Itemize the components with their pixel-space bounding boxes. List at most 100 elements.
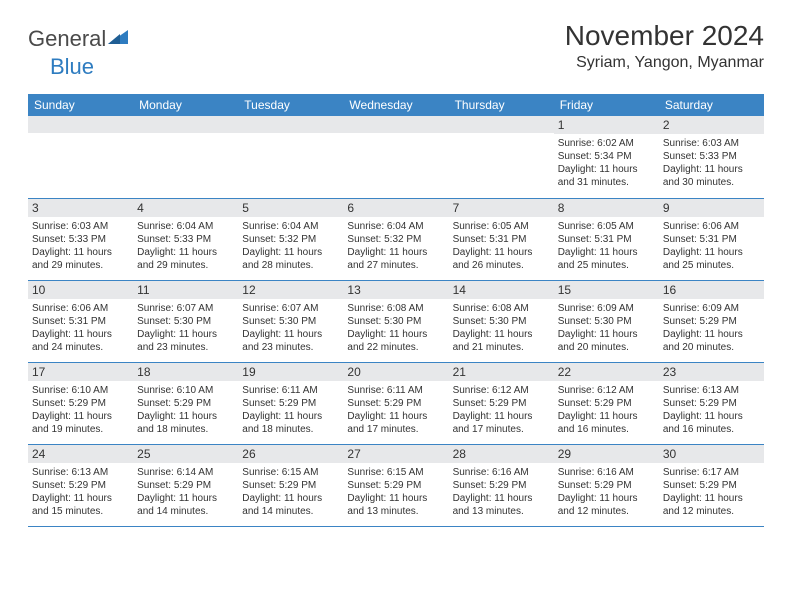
day-number: 18: [133, 363, 238, 381]
sunset-text: Sunset: 5:32 PM: [347, 233, 444, 246]
day-number: 6: [343, 199, 448, 217]
daylight-text: Daylight: 11 hours and 25 minutes.: [558, 246, 655, 272]
day-details: Sunrise: 6:08 AMSunset: 5:30 PMDaylight:…: [449, 299, 554, 357]
calendar-cell: 13Sunrise: 6:08 AMSunset: 5:30 PMDayligh…: [343, 280, 448, 362]
sunrise-text: Sunrise: 6:11 AM: [242, 384, 339, 397]
weekday-header: Monday: [133, 94, 238, 116]
day-details: Sunrise: 6:04 AMSunset: 5:33 PMDaylight:…: [133, 217, 238, 275]
day-number-empty: [238, 116, 343, 133]
sunrise-text: Sunrise: 6:14 AM: [137, 466, 234, 479]
sunset-text: Sunset: 5:29 PM: [347, 479, 444, 492]
sunset-text: Sunset: 5:29 PM: [242, 397, 339, 410]
calendar-cell: 18Sunrise: 6:10 AMSunset: 5:29 PMDayligh…: [133, 362, 238, 444]
day-number: 25: [133, 445, 238, 463]
sunset-text: Sunset: 5:30 PM: [347, 315, 444, 328]
day-number-empty: [133, 116, 238, 133]
daylight-text: Daylight: 11 hours and 16 minutes.: [558, 410, 655, 436]
sunset-text: Sunset: 5:30 PM: [137, 315, 234, 328]
sunset-text: Sunset: 5:31 PM: [558, 233, 655, 246]
title-block: November 2024 Syriam, Yangon, Myanmar: [565, 20, 764, 72]
day-details: Sunrise: 6:06 AMSunset: 5:31 PMDaylight:…: [28, 299, 133, 357]
daylight-text: Daylight: 11 hours and 20 minutes.: [558, 328, 655, 354]
sunset-text: Sunset: 5:32 PM: [242, 233, 339, 246]
day-number: 7: [449, 199, 554, 217]
logo: General: [28, 20, 130, 52]
weekday-header: Tuesday: [238, 94, 343, 116]
sunset-text: Sunset: 5:29 PM: [453, 479, 550, 492]
sunset-text: Sunset: 5:33 PM: [137, 233, 234, 246]
day-number: 10: [28, 281, 133, 299]
daylight-text: Daylight: 11 hours and 23 minutes.: [137, 328, 234, 354]
calendar-cell: 21 Sunrise: 6:12 AMSunset: 5:29 PMDayligh…: [449, 362, 554, 444]
calendar-cell: 22Sunrise: 6:12 AMSunset: 5:29 PMDayligh…: [554, 362, 659, 444]
calendar-cell: 29Sunrise: 6:16 AMSunset: 5:29 PMDayligh…: [554, 444, 659, 526]
weekday-header: Wednesday: [343, 94, 448, 116]
daylight-text: Daylight: 11 hours and 22 minutes.: [347, 328, 444, 354]
calendar-body: 1Sunrise: 6:02 AMSunset: 5:34 PMDaylight…: [28, 116, 764, 526]
sunset-text: Sunset: 5:29 PM: [453, 397, 550, 410]
daylight-text: Daylight: 11 hours and 31 minutes.: [558, 163, 655, 189]
sunrise-text: Sunrise: 6:13 AM: [32, 466, 129, 479]
sunrise-text: Sunrise: 6:12 AM: [558, 384, 655, 397]
daylight-text: Daylight: 11 hours and 25 minutes.: [663, 246, 760, 272]
day-number: 27: [343, 445, 448, 463]
day-details: Sunrise: 6:09 AMSunset: 5:30 PMDaylight:…: [554, 299, 659, 357]
day-number: 30: [659, 445, 764, 463]
day-number: 11: [133, 281, 238, 299]
day-number-empty: [343, 116, 448, 133]
calendar-cell: [238, 116, 343, 198]
day-details: Sunrise: 6:13 AMSunset: 5:29 PMDaylight:…: [28, 463, 133, 521]
day-number: 3: [28, 199, 133, 217]
sunrise-text: Sunrise: 6:06 AM: [663, 220, 760, 233]
calendar-cell: 17 Sunrise: 6:10 AMSunset: 5:29 PMDayligh…: [28, 362, 133, 444]
sunset-text: Sunset: 5:29 PM: [242, 479, 339, 492]
day-number-empty: [28, 116, 133, 133]
daylight-text: Daylight: 11 hours and 19 minutes.: [32, 410, 129, 436]
sunrise-text: Sunrise: 6:12 AM: [453, 384, 550, 397]
daylight-text: Daylight: 11 hours and 17 minutes.: [453, 410, 550, 436]
calendar-cell: 10Sunrise: 6:06 AMSunset: 5:31 PMDayligh…: [28, 280, 133, 362]
sunrise-text: Sunrise: 6:10 AM: [137, 384, 234, 397]
sunrise-text: Sunrise: 6:13 AM: [663, 384, 760, 397]
daylight-text: Daylight: 11 hours and 27 minutes.: [347, 246, 444, 272]
day-number: 21: [449, 363, 554, 381]
calendar-cell: 7Sunrise: 6:05 AMSunset: 5:31 PMDaylight…: [449, 198, 554, 280]
day-details: Sunrise: 6:05 AMSunset: 5:31 PMDaylight:…: [449, 217, 554, 275]
sunset-text: Sunset: 5:29 PM: [32, 397, 129, 410]
daylight-text: Daylight: 11 hours and 13 minutes.: [347, 492, 444, 518]
sunset-text: Sunset: 5:29 PM: [558, 479, 655, 492]
day-details: Sunrise: 6:14 AMSunset: 5:29 PMDaylight:…: [133, 463, 238, 521]
day-number: 17: [28, 363, 133, 381]
location: Syriam, Yangon, Myanmar: [565, 54, 764, 72]
calendar-cell: 1Sunrise: 6:02 AMSunset: 5:34 PMDaylight…: [554, 116, 659, 198]
day-details: Sunrise: 6:02 AMSunset: 5:34 PMDaylight:…: [554, 134, 659, 192]
sunset-text: Sunset: 5:29 PM: [663, 315, 760, 328]
calendar-cell: 6Sunrise: 6:04 AMSunset: 5:32 PMDaylight…: [343, 198, 448, 280]
sunrise-text: Sunrise: 6:10 AM: [32, 384, 129, 397]
calendar-cell: [449, 116, 554, 198]
calendar-cell: 19Sunrise: 6:11 AMSunset: 5:29 PMDayligh…: [238, 362, 343, 444]
calendar-cell: 23Sunrise: 6:13 AMSunset: 5:29 PMDayligh…: [659, 362, 764, 444]
day-number: 12: [238, 281, 343, 299]
sunset-text: Sunset: 5:29 PM: [137, 397, 234, 410]
sunrise-text: Sunrise: 6:08 AM: [347, 302, 444, 315]
day-details: Sunrise: 6:06 AMSunset: 5:31 PMDaylight:…: [659, 217, 764, 275]
day-number: 14: [449, 281, 554, 299]
logo-word2: Blue: [28, 54, 94, 80]
sunset-text: Sunset: 5:29 PM: [663, 479, 760, 492]
sunrise-text: Sunrise: 6:11 AM: [347, 384, 444, 397]
daylight-text: Daylight: 11 hours and 23 minutes.: [242, 328, 339, 354]
day-details: Sunrise: 6:16 AMSunset: 5:29 PMDaylight:…: [449, 463, 554, 521]
sunrise-text: Sunrise: 6:08 AM: [453, 302, 550, 315]
day-details: Sunrise: 6:05 AMSunset: 5:31 PMDaylight:…: [554, 217, 659, 275]
sunset-text: Sunset: 5:31 PM: [663, 233, 760, 246]
sunset-text: Sunset: 5:29 PM: [558, 397, 655, 410]
logo-word1: General: [28, 26, 106, 52]
calendar-row: 3Sunrise: 6:03 AMSunset: 5:33 PMDaylight…: [28, 198, 764, 280]
calendar-cell: [133, 116, 238, 198]
sunrise-text: Sunrise: 6:09 AM: [663, 302, 760, 315]
calendar-cell: 20Sunrise: 6:11 AMSunset: 5:29 PMDayligh…: [343, 362, 448, 444]
calendar-row: 17Sunrise: 6:10 AMSunset: 5:29 PMDayligh…: [28, 362, 764, 444]
sunrise-text: Sunrise: 6:06 AM: [32, 302, 129, 315]
daylight-text: Daylight: 11 hours and 18 minutes.: [242, 410, 339, 436]
